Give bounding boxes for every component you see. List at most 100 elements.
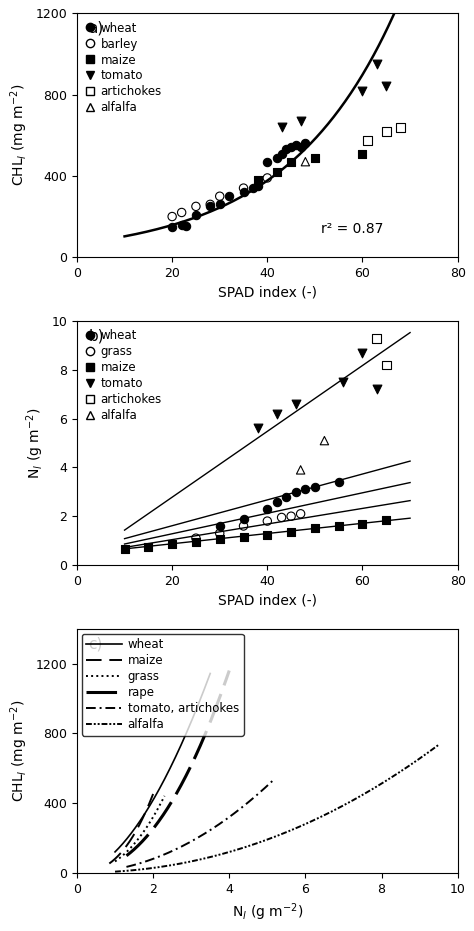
Point: [264, 514, 271, 529]
Point: [249, 181, 257, 196]
Legend: wheat, grass, maize, tomato, artichokes, alfalfa: wheat, grass, maize, tomato, artichokes,…: [82, 326, 165, 425]
Point: [383, 512, 390, 527]
Point: [383, 358, 390, 372]
Point: [311, 150, 319, 165]
grass: [157, 800, 163, 811]
maize: [107, 858, 112, 870]
Point: [206, 199, 214, 214]
Point: [240, 519, 247, 533]
Point: [168, 209, 176, 224]
alfalfa: [385, 774, 391, 785]
grass: [141, 825, 147, 836]
Point: [287, 508, 295, 523]
Point: [273, 150, 281, 165]
Point: [264, 527, 271, 542]
wheat: [171, 756, 176, 767]
alfalfa: [405, 761, 411, 772]
Point: [364, 133, 371, 148]
Point: [359, 146, 366, 161]
Point: [373, 382, 381, 397]
rape: [185, 767, 191, 778]
Point: [273, 494, 281, 509]
Point: [254, 179, 262, 194]
wheat: [112, 846, 118, 857]
Point: [178, 217, 185, 232]
Text: r² = 0.87: r² = 0.87: [320, 222, 383, 236]
Point: [192, 531, 200, 546]
alfalfa: [113, 866, 119, 877]
Point: [292, 397, 300, 412]
Point: [292, 138, 300, 153]
X-axis label: N$_{l}$ (g m$^{-2}$): N$_{l}$ (g m$^{-2}$): [232, 901, 303, 923]
Point: [297, 463, 304, 478]
Point: [287, 525, 295, 540]
Point: [168, 537, 176, 552]
Text: b): b): [88, 329, 104, 344]
wheat: [199, 691, 204, 702]
Point: [283, 142, 290, 157]
tomato, artichokes: [272, 773, 278, 784]
Point: [264, 155, 271, 169]
Line: grass: grass: [115, 796, 164, 861]
Point: [273, 165, 281, 180]
Point: [359, 83, 366, 98]
Point: [216, 526, 224, 541]
Point: [240, 184, 247, 199]
rape: [124, 850, 129, 861]
Point: [278, 510, 285, 525]
Point: [383, 79, 390, 94]
tomato, artichokes: [211, 822, 217, 833]
alfalfa: [436, 739, 441, 750]
Point: [216, 519, 224, 533]
maize: [146, 799, 152, 810]
maize: [143, 805, 149, 816]
Text: c): c): [88, 636, 103, 652]
Point: [145, 539, 152, 554]
tomato, artichokes: [214, 820, 220, 831]
Legend: wheat, maize, grass, rape, tomato, artichokes, alfalfa: wheat, maize, grass, rape, tomato, artic…: [82, 634, 244, 735]
X-axis label: SPAD index (-): SPAD index (-): [218, 286, 317, 300]
rape: [124, 850, 130, 861]
Point: [182, 218, 190, 233]
Point: [340, 374, 347, 389]
Point: [297, 140, 304, 155]
Point: [264, 170, 271, 185]
Legend: wheat, barley, maize, tomato, artichokes, alfalfa: wheat, barley, maize, tomato, artichokes…: [82, 18, 165, 118]
Point: [254, 172, 262, 187]
rape: [227, 665, 232, 676]
Point: [335, 475, 343, 490]
maize: [133, 825, 139, 836]
tomato, artichokes: [258, 786, 264, 797]
alfalfa: [304, 818, 310, 830]
alfalfa: [305, 817, 310, 829]
Point: [240, 181, 247, 196]
Point: [192, 534, 200, 549]
Point: [178, 205, 185, 220]
wheat: [207, 668, 213, 679]
wheat: [169, 760, 174, 771]
maize: [132, 827, 138, 838]
Point: [311, 479, 319, 494]
Point: [278, 120, 285, 135]
X-axis label: SPAD index (-): SPAD index (-): [218, 593, 317, 607]
Point: [216, 189, 224, 204]
Line: alfalfa: alfalfa: [115, 745, 438, 871]
tomato, artichokes: [124, 861, 129, 872]
wheat: [112, 846, 118, 857]
wheat: [192, 707, 198, 718]
Point: [287, 140, 295, 155]
rape: [184, 768, 190, 779]
Y-axis label: CHL$_{l}$ (mg m$^{-2}$): CHL$_{l}$ (mg m$^{-2}$): [9, 700, 30, 802]
Y-axis label: N$_{l}$ (g m$^{-2}$): N$_{l}$ (g m$^{-2}$): [24, 408, 46, 479]
maize: [107, 857, 112, 869]
Point: [359, 345, 366, 360]
maize: [133, 827, 138, 838]
grass: [162, 790, 167, 802]
Point: [273, 406, 281, 421]
Line: wheat: wheat: [115, 673, 210, 852]
grass: [112, 856, 118, 867]
Point: [264, 502, 271, 517]
Point: [121, 542, 128, 557]
Point: [283, 490, 290, 505]
Point: [168, 220, 176, 235]
